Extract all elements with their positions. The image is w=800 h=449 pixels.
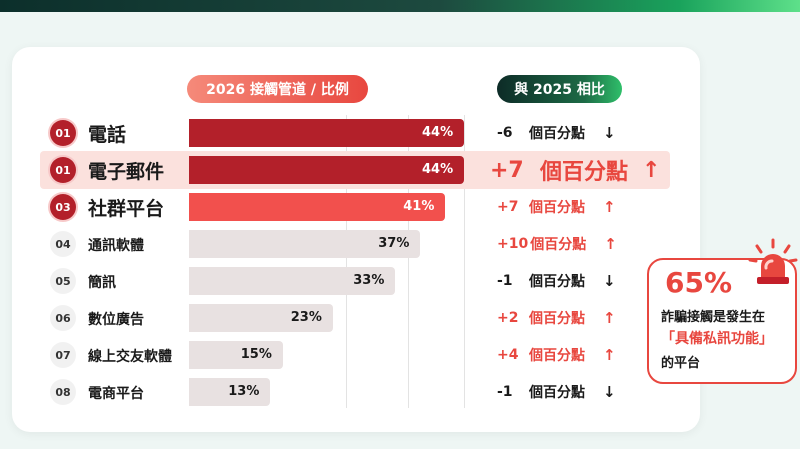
rank-badge: 07: [50, 342, 76, 368]
change-unit: 個百分點: [540, 160, 629, 185]
gridline: [464, 115, 465, 408]
change-unit: 個百分點: [529, 126, 585, 142]
comparison-header-pill: 與 2025 相比: [497, 75, 622, 103]
change-unit: 個百分點: [529, 274, 585, 290]
callout-line-3: 的平台: [661, 356, 701, 371]
change-value: -1: [497, 273, 513, 289]
channel-name: 數位廣告: [88, 312, 144, 328]
bar-value-label: 41%: [403, 199, 435, 214]
rank-badge: 03: [50, 194, 76, 220]
change-value: +2: [497, 310, 519, 326]
change-value: -6: [497, 125, 513, 141]
change-label: +2 個百分點 ↑: [497, 308, 616, 328]
callout-percent: 65%: [665, 266, 733, 299]
top-banner: [0, 0, 800, 12]
bar-value-label: 44%: [422, 162, 454, 177]
gridline: [345, 115, 347, 408]
bar-value-label: 44%: [422, 125, 454, 140]
change-value: +7: [497, 199, 519, 215]
change-unit: 個百分點: [529, 200, 585, 216]
gridline: [407, 115, 409, 408]
arrow-up-icon: ↑: [603, 309, 616, 327]
bar: [189, 341, 283, 369]
change-label: +10 個百分點 ↑: [497, 234, 617, 254]
change-unit: 個百分點: [530, 237, 587, 253]
change-label: +7 個百分點 ↑: [490, 154, 660, 186]
rank-badge: 05: [50, 268, 76, 294]
channel-name: 電子郵件: [88, 161, 165, 183]
bar: [189, 304, 333, 332]
arrow-up-icon: ↑: [604, 235, 617, 253]
change-unit: 個百分點: [529, 385, 585, 401]
arrow-down-icon: ↓: [603, 124, 616, 142]
bar-value-label: 15%: [240, 347, 272, 362]
bar: [189, 119, 464, 147]
change-value: +7: [490, 157, 524, 183]
channel-name: 電商平台: [88, 386, 144, 402]
siren-icon: [748, 238, 798, 284]
change-value: +10: [497, 236, 529, 252]
bar-value-label: 37%: [378, 236, 410, 251]
rank-badge: 06: [50, 305, 76, 331]
arrow-up-icon: ↑: [603, 346, 616, 364]
change-unit: 個百分點: [529, 311, 585, 327]
callout-box: 65% 詐騙接觸是發生在 「具備私訊功能」 的平台: [647, 258, 797, 384]
arrow-up-icon: ↑: [603, 198, 616, 216]
change-value: -1: [497, 384, 513, 400]
bar: [189, 230, 421, 258]
change-label: -1 個百分點 ↓: [497, 271, 616, 291]
arrow-down-icon: ↓: [603, 383, 616, 401]
callout-line-2: 「具備私訊功能」: [661, 331, 773, 347]
arrow-down-icon: ↓: [603, 272, 616, 290]
channel-name: 簡訊: [88, 275, 116, 291]
bar: [189, 193, 446, 221]
channel-name: 社群平台: [88, 198, 165, 220]
rank-badge: 01: [50, 157, 76, 183]
share-header-pill: 2026 接觸管道 / 比例: [187, 75, 368, 103]
rank-badge: 01: [50, 120, 76, 146]
bar: [189, 267, 396, 295]
change-value: +4: [497, 347, 519, 363]
arrow-up-icon: ↑: [642, 157, 661, 183]
callout-line-1: 詐騙接觸是發生在: [661, 310, 766, 325]
bar: [189, 378, 271, 406]
rank-badge: 04: [50, 231, 76, 257]
change-label: -6 個百分點 ↓: [497, 123, 616, 143]
channel-name: 通訊軟體: [88, 238, 144, 254]
bar-value-label: 33%: [353, 273, 385, 288]
change-label: -1 個百分點 ↓: [497, 382, 616, 402]
bar-value-label: 23%: [290, 310, 322, 325]
channel-name: 線上交友軟體: [88, 349, 172, 365]
change-unit: 個百分點: [529, 348, 585, 364]
bar-value-label: 13%: [228, 384, 260, 399]
channel-name: 電話: [88, 124, 127, 146]
bar: [189, 156, 464, 184]
change-label: +4 個百分點 ↑: [497, 345, 616, 365]
change-label: +7 個百分點 ↑: [497, 197, 616, 217]
rank-badge: 08: [50, 379, 76, 405]
